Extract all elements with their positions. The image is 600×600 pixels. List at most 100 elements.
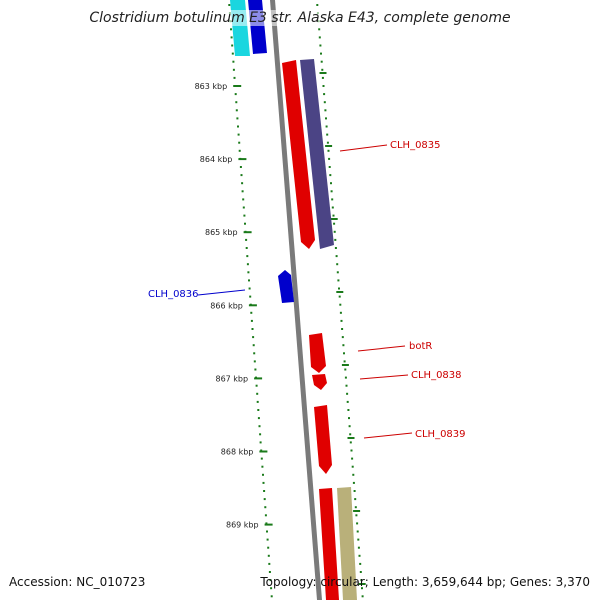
- track-major-dash: [347, 437, 355, 439]
- track-dot: [350, 449, 353, 452]
- track-dot: [264, 514, 267, 517]
- track-major-dash: [330, 218, 338, 220]
- track-dot: [328, 166, 331, 168]
- track-dot: [250, 319, 253, 322]
- track-dot: [252, 344, 255, 347]
- track-dot: [330, 182, 332, 185]
- track-dot: [349, 441, 352, 444]
- track-dot: [348, 425, 351, 428]
- track-dot: [265, 522, 268, 525]
- gene-purple: [300, 59, 334, 249]
- genome-title: Clostridium botulinum E3 str. Alaska E43…: [0, 10, 600, 26]
- track-major-dash: [358, 583, 366, 585]
- track-dot: [348, 417, 350, 420]
- ruler-tick-label: 865 kbp: [205, 228, 238, 237]
- track-dot: [318, 28, 321, 31]
- track-dot: [339, 311, 342, 314]
- track-dot: [325, 117, 327, 120]
- track-dot: [252, 336, 255, 339]
- track-dot: [343, 352, 345, 355]
- track-dot: [268, 571, 271, 573]
- track-dot: [237, 133, 240, 136]
- track-dot: [256, 400, 259, 403]
- track-dot: [231, 52, 234, 55]
- gene-blue-clh0836: [278, 270, 294, 303]
- track-dot: [242, 198, 245, 201]
- track-dot: [336, 271, 339, 274]
- track-dot: [326, 133, 329, 136]
- track-dot: [333, 222, 336, 225]
- track-dot: [249, 295, 252, 298]
- track-dot: [346, 400, 349, 403]
- leader-clh0839: [363, 432, 413, 439]
- gene-red-clh0838: [312, 374, 327, 390]
- track-dot: [334, 247, 337, 249]
- track-dot: [230, 36, 233, 39]
- ruler-tick-label: 863 kbp: [195, 82, 228, 91]
- track-dot: [344, 376, 347, 379]
- track-dot: [251, 328, 254, 330]
- ruler-tick: [243, 231, 252, 234]
- track-dot: [244, 222, 246, 225]
- ruler-tick: [233, 85, 242, 87]
- track-dot: [322, 85, 325, 87]
- track-dot: [268, 562, 271, 565]
- track-dot: [335, 255, 338, 258]
- track-dot: [333, 230, 336, 233]
- track-dot: [352, 481, 355, 484]
- track-dot: [342, 344, 345, 347]
- track-dot: [270, 587, 273, 590]
- track-dot: [267, 554, 270, 557]
- track-dot: [245, 238, 248, 241]
- track-dot: [241, 182, 244, 185]
- track-dot: [338, 295, 341, 298]
- track-dot: [346, 392, 349, 395]
- track-dot: [341, 328, 344, 330]
- track-dot: [361, 587, 363, 590]
- track-dot: [250, 311, 253, 314]
- ruler-tick: [248, 304, 257, 307]
- track-dot: [254, 368, 257, 371]
- track-dot: [319, 44, 322, 47]
- track-dot: [336, 263, 339, 266]
- ruler-tick: [259, 450, 268, 453]
- cyan-feature-top: [230, 0, 250, 56]
- track-dot: [232, 68, 235, 71]
- track-dot: [256, 392, 259, 395]
- track-dot: [359, 562, 362, 565]
- track-dot: [321, 68, 324, 71]
- gene-label-clh0835[interactable]: CLH_0835: [390, 140, 441, 151]
- track-dot: [263, 490, 266, 492]
- track-dot: [270, 595, 273, 598]
- genome-stats: Topology: circular; Length: 3,659,644 bp…: [260, 575, 590, 589]
- track-dot: [358, 554, 361, 557]
- track-dot: [243, 214, 246, 217]
- track-dot: [238, 149, 241, 152]
- track-dot: [340, 319, 343, 322]
- ruler-tick: [238, 158, 247, 161]
- gene-label-clh0836[interactable]: CLH_0836: [148, 289, 199, 300]
- track-dot: [253, 352, 256, 355]
- ruler-tick-label: 864 kbp: [200, 155, 233, 164]
- track-dot: [347, 409, 350, 411]
- track-dot: [316, 4, 319, 6]
- track-dot: [258, 425, 261, 428]
- gene-label-clh0838[interactable]: CLH_0838: [411, 370, 462, 381]
- track-dot: [356, 530, 359, 533]
- track-dot: [259, 433, 262, 436]
- track-dot: [248, 279, 250, 282]
- leader-botr: [357, 345, 406, 352]
- track-dot: [328, 157, 331, 160]
- ruler-tick-label: 869 kbp: [226, 521, 259, 530]
- track-dot: [248, 287, 251, 290]
- gene-label-botr[interactable]: botR: [409, 341, 432, 352]
- track-dot: [361, 595, 364, 598]
- track-dot: [330, 190, 333, 193]
- track-dot: [334, 238, 337, 241]
- track-dot: [235, 101, 238, 104]
- gene-label-clh0839[interactable]: CLH_0839: [415, 429, 466, 440]
- track-dot: [237, 125, 239, 128]
- track-dot: [236, 117, 239, 120]
- track-dot: [349, 433, 352, 436]
- track-dot: [263, 498, 266, 501]
